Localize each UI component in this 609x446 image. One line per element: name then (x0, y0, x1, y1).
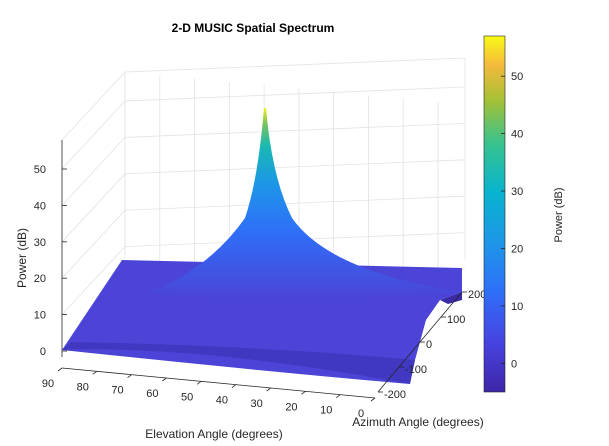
colorbar-ticks: 50 40 30 20 10 0 (501, 71, 523, 370)
z-tick-label: 30 (34, 237, 46, 249)
x-tick-label: 0 (358, 408, 364, 420)
colorbar-tick-label: 10 (511, 301, 523, 313)
x-tick-mark (231, 384, 237, 388)
surface-right-ridge (440, 292, 462, 304)
x-tick-label: 90 (42, 378, 54, 390)
z-gridline-back (124, 123, 466, 138)
x-tick-mark (370, 397, 376, 402)
x-tick-mark (57, 367, 63, 372)
x-tick-mark (162, 377, 167, 382)
z-gridline (61, 173, 126, 243)
colorbar-label: Power (dB) (553, 187, 565, 242)
x-axis-ticks: 90 80 70 60 50 40 30 20 10 0 (42, 367, 376, 420)
z-gridline (61, 100, 126, 170)
y-tick-label: 200 (468, 289, 486, 301)
x-axis-label: Elevation Angle (degrees) (145, 427, 282, 441)
x-tick-label: 70 (111, 385, 123, 397)
z-axis-ticks: 0 10 20 30 40 50 (34, 164, 67, 358)
x-tick-label: 20 (285, 401, 297, 413)
z-tick-label: 50 (34, 164, 46, 176)
z-tick-label: 0 (40, 346, 46, 358)
z-tick-label: 10 (34, 310, 46, 322)
x-tick-mark (92, 371, 98, 375)
z-axis-label: Power (dB) (15, 228, 29, 288)
z-gridline-back (124, 195, 466, 211)
x-tick-label: 40 (216, 395, 228, 407)
x-tick-label: 60 (146, 388, 158, 400)
y-tick-label: 100 (447, 314, 465, 326)
z-gridline (61, 209, 126, 279)
x-tick-mark (127, 374, 132, 378)
chart-title: 2-D MUSIC Spatial Spectrum (172, 21, 335, 35)
x-tick-label: 80 (77, 381, 89, 393)
colorbar-bar (483, 35, 506, 393)
y-axis-label: Azimuth Angle (degrees) (352, 415, 483, 429)
colorbar-tick-label: 0 (511, 358, 517, 370)
x-tick-label: 50 (181, 391, 193, 403)
z-tick-label: 20 (34, 273, 46, 285)
x-tick-mark (196, 381, 202, 385)
x-tick-mark (301, 391, 306, 395)
colorbar-tick-label: 30 (511, 186, 523, 198)
y-tick-label: -200 (384, 389, 406, 401)
x-tick-mark (335, 394, 341, 398)
colorbar-tick-label: 50 (511, 71, 523, 83)
x-tick-mark (266, 387, 271, 392)
surface-floor-shade (62, 342, 415, 384)
surface-peak (150, 108, 462, 299)
z-tick-label: 40 (34, 200, 46, 212)
y-tick-label: -100 (405, 364, 427, 376)
z-gridline (61, 246, 126, 315)
x-tick-label: 30 (251, 398, 263, 410)
z-gridline (61, 137, 126, 206)
y-tick-label: 0 (426, 339, 432, 351)
y-axis-ticks: 200 100 0 -100 -200 (378, 289, 486, 401)
z-gridline-back (124, 86, 466, 102)
z-gridline-back (124, 159, 466, 175)
spectrum-surface (62, 108, 462, 384)
colorbar-tick-label: 20 (511, 243, 523, 255)
colorbar-tick-label: 40 (511, 129, 523, 141)
x-tick-label: 10 (320, 405, 332, 417)
colorbar: 50 40 30 20 10 0 Power (dB) (483, 35, 565, 393)
